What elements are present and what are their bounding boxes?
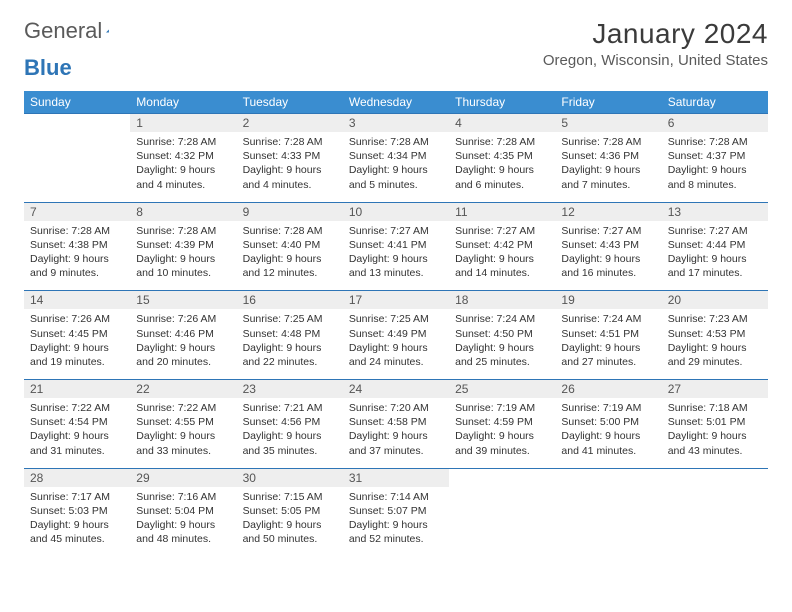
day-content-cell: Sunrise: 7:27 AMSunset: 4:41 PMDaylight:… — [343, 221, 449, 291]
day-content-cell: Sunrise: 7:28 AMSunset: 4:38 PMDaylight:… — [24, 221, 130, 291]
weekday-header: Friday — [555, 91, 661, 114]
day-content-row: Sunrise: 7:28 AMSunset: 4:38 PMDaylight:… — [24, 221, 768, 291]
day-content-cell: Sunrise: 7:28 AMSunset: 4:34 PMDaylight:… — [343, 132, 449, 202]
day-content-cell: Sunrise: 7:28 AMSunset: 4:37 PMDaylight:… — [662, 132, 768, 202]
day-number-cell: 8 — [130, 202, 236, 221]
day-content-cell: Sunrise: 7:26 AMSunset: 4:45 PMDaylight:… — [24, 309, 130, 379]
day-content-cell: Sunrise: 7:18 AMSunset: 5:01 PMDaylight:… — [662, 398, 768, 468]
day-content-cell: Sunrise: 7:14 AMSunset: 5:07 PMDaylight:… — [343, 487, 449, 557]
day-number-cell: 2 — [237, 114, 343, 133]
day-content-cell — [662, 487, 768, 557]
day-content-cell — [449, 487, 555, 557]
day-number-cell: 24 — [343, 380, 449, 399]
day-number-cell: 9 — [237, 202, 343, 221]
day-number-cell: 14 — [24, 291, 130, 310]
day-number-row: 28293031 — [24, 468, 768, 487]
day-content-cell: Sunrise: 7:28 AMSunset: 4:35 PMDaylight:… — [449, 132, 555, 202]
weekday-header: Wednesday — [343, 91, 449, 114]
day-content-row: Sunrise: 7:26 AMSunset: 4:45 PMDaylight:… — [24, 309, 768, 379]
day-content-cell: Sunrise: 7:19 AMSunset: 5:00 PMDaylight:… — [555, 398, 661, 468]
day-content-row: Sunrise: 7:22 AMSunset: 4:54 PMDaylight:… — [24, 398, 768, 468]
day-number-cell: 31 — [343, 468, 449, 487]
day-number-cell: 15 — [130, 291, 236, 310]
day-content-cell: Sunrise: 7:27 AMSunset: 4:42 PMDaylight:… — [449, 221, 555, 291]
day-content-cell: Sunrise: 7:28 AMSunset: 4:36 PMDaylight:… — [555, 132, 661, 202]
day-number-cell — [662, 468, 768, 487]
day-number-cell: 11 — [449, 202, 555, 221]
day-content-cell: Sunrise: 7:22 AMSunset: 4:55 PMDaylight:… — [130, 398, 236, 468]
day-content-row: Sunrise: 7:28 AMSunset: 4:32 PMDaylight:… — [24, 132, 768, 202]
day-content-cell: Sunrise: 7:26 AMSunset: 4:46 PMDaylight:… — [130, 309, 236, 379]
calendar-table: Sunday Monday Tuesday Wednesday Thursday… — [24, 91, 768, 556]
day-content-cell: Sunrise: 7:27 AMSunset: 4:44 PMDaylight:… — [662, 221, 768, 291]
day-number-cell: 6 — [662, 114, 768, 133]
logo-sail-icon — [106, 22, 109, 40]
day-content-cell: Sunrise: 7:15 AMSunset: 5:05 PMDaylight:… — [237, 487, 343, 557]
logo-text-blue: Blue — [24, 55, 72, 81]
day-number-cell: 17 — [343, 291, 449, 310]
day-content-cell: Sunrise: 7:24 AMSunset: 4:50 PMDaylight:… — [449, 309, 555, 379]
day-content-cell: Sunrise: 7:28 AMSunset: 4:32 PMDaylight:… — [130, 132, 236, 202]
weekday-header-row: Sunday Monday Tuesday Wednesday Thursday… — [24, 91, 768, 114]
weekday-header: Monday — [130, 91, 236, 114]
day-number-cell: 23 — [237, 380, 343, 399]
day-number-cell — [449, 468, 555, 487]
day-number-cell — [555, 468, 661, 487]
day-number-cell: 4 — [449, 114, 555, 133]
day-number-cell: 29 — [130, 468, 236, 487]
day-number-cell: 3 — [343, 114, 449, 133]
day-number-cell: 12 — [555, 202, 661, 221]
day-number-cell: 13 — [662, 202, 768, 221]
weekday-header: Sunday — [24, 91, 130, 114]
day-number-cell: 27 — [662, 380, 768, 399]
weekday-header: Thursday — [449, 91, 555, 114]
day-number-cell: 22 — [130, 380, 236, 399]
day-content-cell: Sunrise: 7:25 AMSunset: 4:48 PMDaylight:… — [237, 309, 343, 379]
day-content-cell: Sunrise: 7:23 AMSunset: 4:53 PMDaylight:… — [662, 309, 768, 379]
day-number-row: 14151617181920 — [24, 291, 768, 310]
month-title: January 2024 — [543, 18, 768, 50]
day-number-cell: 7 — [24, 202, 130, 221]
day-number-cell: 28 — [24, 468, 130, 487]
day-number-cell: 21 — [24, 380, 130, 399]
day-content-cell: Sunrise: 7:28 AMSunset: 4:39 PMDaylight:… — [130, 221, 236, 291]
day-content-cell: Sunrise: 7:24 AMSunset: 4:51 PMDaylight:… — [555, 309, 661, 379]
logo: General — [24, 18, 128, 44]
day-content-cell: Sunrise: 7:16 AMSunset: 5:04 PMDaylight:… — [130, 487, 236, 557]
day-number-cell — [24, 114, 130, 133]
weekday-header: Tuesday — [237, 91, 343, 114]
day-number-cell: 26 — [555, 380, 661, 399]
day-content-cell: Sunrise: 7:21 AMSunset: 4:56 PMDaylight:… — [237, 398, 343, 468]
day-number-row: 123456 — [24, 114, 768, 133]
day-number-row: 78910111213 — [24, 202, 768, 221]
day-number-row: 21222324252627 — [24, 380, 768, 399]
day-number-cell: 19 — [555, 291, 661, 310]
day-content-cell: Sunrise: 7:25 AMSunset: 4:49 PMDaylight:… — [343, 309, 449, 379]
day-number-cell: 1 — [130, 114, 236, 133]
day-content-cell — [555, 487, 661, 557]
day-number-cell: 20 — [662, 291, 768, 310]
day-content-cell: Sunrise: 7:22 AMSunset: 4:54 PMDaylight:… — [24, 398, 130, 468]
logo-text-general: General — [24, 18, 102, 44]
day-content-cell: Sunrise: 7:17 AMSunset: 5:03 PMDaylight:… — [24, 487, 130, 557]
day-content-cell: Sunrise: 7:19 AMSunset: 4:59 PMDaylight:… — [449, 398, 555, 468]
day-number-cell: 16 — [237, 291, 343, 310]
day-content-cell — [24, 132, 130, 202]
weekday-header: Saturday — [662, 91, 768, 114]
day-number-cell: 5 — [555, 114, 661, 133]
day-content-cell: Sunrise: 7:27 AMSunset: 4:43 PMDaylight:… — [555, 221, 661, 291]
day-content-cell: Sunrise: 7:28 AMSunset: 4:40 PMDaylight:… — [237, 221, 343, 291]
day-content-cell: Sunrise: 7:20 AMSunset: 4:58 PMDaylight:… — [343, 398, 449, 468]
day-number-cell: 10 — [343, 202, 449, 221]
day-number-cell: 25 — [449, 380, 555, 399]
day-number-cell: 18 — [449, 291, 555, 310]
day-number-cell: 30 — [237, 468, 343, 487]
day-content-row: Sunrise: 7:17 AMSunset: 5:03 PMDaylight:… — [24, 487, 768, 557]
day-content-cell: Sunrise: 7:28 AMSunset: 4:33 PMDaylight:… — [237, 132, 343, 202]
